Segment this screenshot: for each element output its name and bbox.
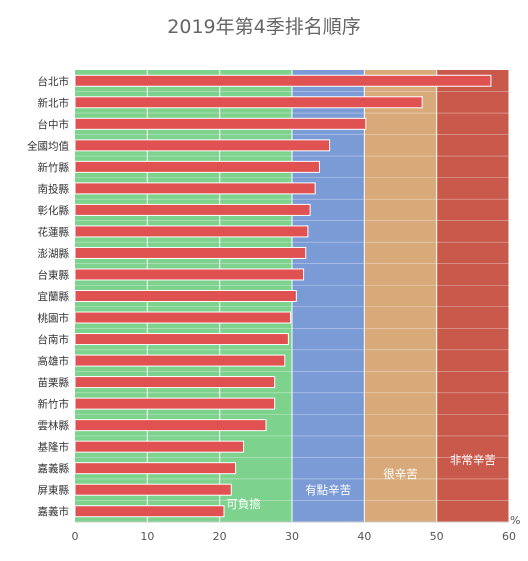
chart-title: 2019年第4季排名順序 <box>167 16 361 38</box>
bar-18 <box>74 462 237 475</box>
band-2 <box>364 70 437 522</box>
x-axis-unit: % <box>510 514 520 527</box>
category-label: 雲林縣 <box>38 419 70 432</box>
x-tick-label: 60 <box>502 530 516 543</box>
band-label-0: 可負擔 <box>226 497 261 511</box>
bar-9 <box>74 268 305 281</box>
category-label: 彰化縣 <box>38 204 70 217</box>
bar-16 <box>74 419 267 432</box>
band-label-2: 很辛苦 <box>383 467 418 481</box>
bar-15 <box>74 397 276 410</box>
bar-20 <box>74 505 225 518</box>
category-label: 屏東縣 <box>38 484 70 497</box>
category-label: 嘉義市 <box>38 505 70 518</box>
x-tick-label: 40 <box>357 530 371 543</box>
bar-6 <box>74 203 311 216</box>
band-3 <box>436 70 509 522</box>
category-label: 台東縣 <box>38 268 70 281</box>
bar-1 <box>74 96 423 109</box>
band-1 <box>292 70 365 522</box>
category-label: 苗栗縣 <box>38 377 70 389</box>
category-label: 桃園市 <box>38 312 70 325</box>
category-label: 台中市 <box>38 118 70 131</box>
bar-3 <box>74 139 331 152</box>
bar-13 <box>74 354 286 367</box>
category-label: 全國均值 <box>27 139 69 152</box>
category-label: 台北市 <box>38 75 70 88</box>
x-tick-label: 10 <box>140 530 154 543</box>
bar-14 <box>74 376 276 389</box>
category-label: 新竹縣 <box>38 161 70 174</box>
band-label-3: 非常辛苦 <box>450 453 496 467</box>
category-label: 宜蘭縣 <box>38 290 70 303</box>
bar-11 <box>74 311 292 324</box>
x-tick-label: 0 <box>72 530 79 543</box>
category-label: 花蓮縣 <box>38 225 70 238</box>
category-labels: 台北市新北市台中市全國均值新竹縣南投縣彰化縣花蓮縣澎湖縣台東縣宜蘭縣桃園市台南市… <box>27 75 69 518</box>
bars-layer <box>74 74 492 518</box>
bar-5 <box>74 182 316 195</box>
bar-19 <box>74 483 232 496</box>
x-tick-label: 30 <box>285 530 299 543</box>
bar-7 <box>74 225 309 238</box>
bar-2 <box>74 117 367 130</box>
bar-0 <box>74 74 492 87</box>
bar-8 <box>74 246 307 259</box>
category-label: 新竹市 <box>38 398 70 411</box>
band-labels: 可負擔 有點辛苦 很辛苦 非常辛苦 <box>226 453 496 511</box>
category-label: 南投縣 <box>38 182 70 195</box>
bar-10 <box>74 290 297 302</box>
category-label: 新北市 <box>38 96 70 109</box>
bar-17 <box>74 440 245 453</box>
category-label: 嘉義縣 <box>38 462 70 475</box>
band-label-1: 有點辛苦 <box>305 483 351 497</box>
category-label: 基隆市 <box>38 441 70 454</box>
category-label: 高雄市 <box>38 355 70 368</box>
bar-4 <box>74 160 320 173</box>
x-axis: 0 10 20 30 40 50 60 <box>72 521 516 543</box>
category-label: 澎湖縣 <box>38 248 70 260</box>
category-label: 台南市 <box>38 333 70 346</box>
x-tick-label: 20 <box>213 530 227 543</box>
bar-12 <box>74 333 289 346</box>
x-tick-label: 50 <box>430 530 444 543</box>
